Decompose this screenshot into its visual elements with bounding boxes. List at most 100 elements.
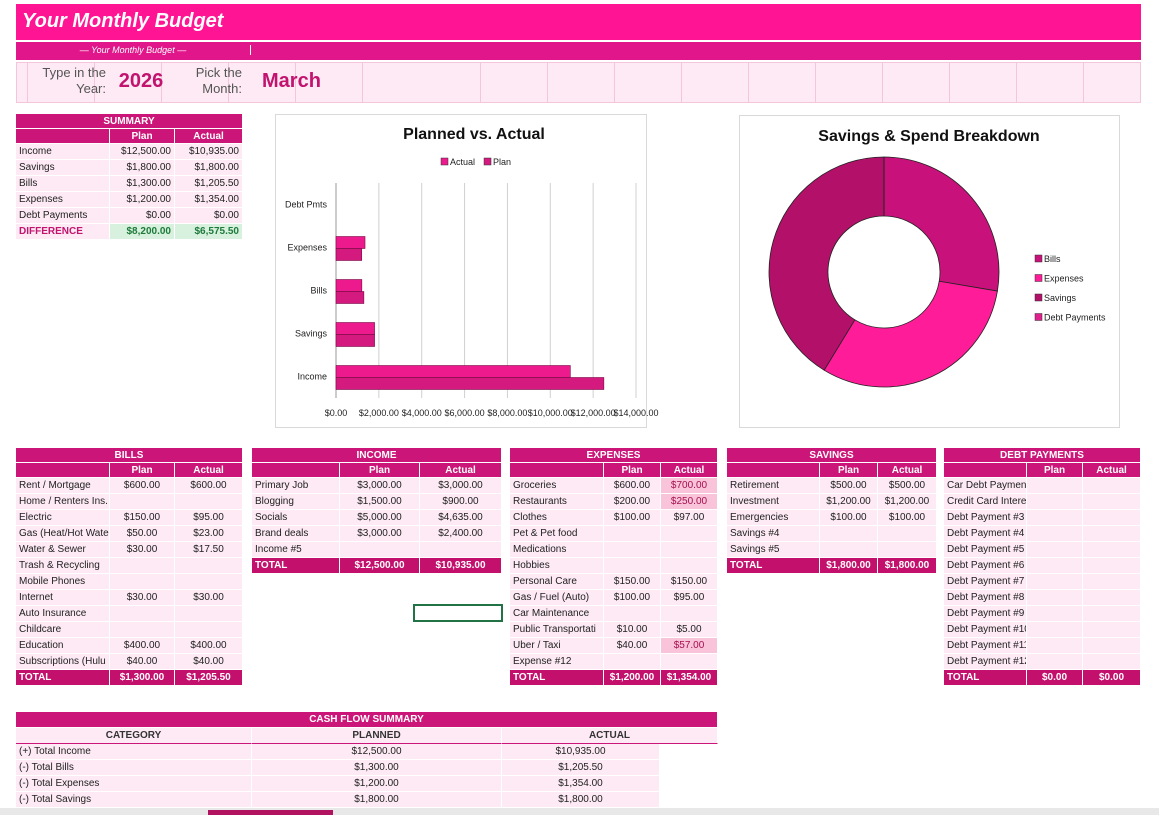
line-item: Debt Payment #9 — [944, 606, 1027, 622]
amount — [340, 542, 420, 558]
pie-slice — [768, 156, 885, 371]
amount: $100.00 — [604, 510, 661, 526]
line-item: Gas / Fuel (Auto) — [510, 590, 604, 606]
amount — [661, 558, 718, 574]
bar — [335, 365, 571, 378]
line-item: Investment — [727, 494, 820, 510]
amount — [604, 558, 661, 574]
amount: $500.00 — [820, 478, 878, 494]
amount — [1083, 622, 1141, 638]
line-item: Trash & Recycling — [16, 558, 110, 574]
amount: $40.00 — [110, 654, 175, 670]
line-item: Restaurants — [510, 494, 604, 510]
bar — [335, 322, 375, 335]
line-item: Car Debt Payment — [944, 478, 1027, 494]
amount — [661, 526, 718, 542]
amount: $1,200.00 — [820, 494, 878, 510]
line-item: Debt Payment #3 — [944, 510, 1027, 526]
amount — [1083, 606, 1141, 622]
amount: $1,205.50 — [502, 760, 660, 776]
difference: $6,575.50 — [175, 224, 243, 240]
line-item: Pet & Pet food — [510, 526, 604, 542]
amount — [1027, 654, 1083, 670]
amount — [661, 542, 718, 558]
amount — [110, 494, 175, 510]
table-title: EXPENSES — [510, 448, 718, 463]
line-item: (+) Total Income — [16, 744, 252, 760]
line-item: Electric — [16, 510, 110, 526]
summary-value: $1,205.50 — [175, 176, 243, 192]
line-item: Savings #5 — [727, 542, 820, 558]
summary-value: $10,935.00 — [175, 144, 243, 160]
amount: $30.00 — [110, 590, 175, 606]
amount: $10,935.00 — [502, 744, 660, 760]
amount — [1083, 526, 1141, 542]
amount: $40.00 — [175, 654, 243, 670]
sheet-title: Your Monthly Budget — [22, 10, 224, 32]
line-item: Subscriptions (Hulu — [16, 654, 110, 670]
column-header: Plan — [604, 463, 661, 478]
amount — [661, 606, 718, 622]
amount: $2,400.00 — [420, 526, 502, 542]
line-item: Debt Payment #10 — [944, 622, 1027, 638]
column-header: Plan — [340, 463, 420, 478]
amount — [1027, 638, 1083, 654]
column-header: PLANNED — [252, 728, 502, 744]
difference: DIFFERENCE — [16, 224, 110, 240]
table-title: CASH FLOW SUMMARY — [16, 712, 718, 728]
amount: $100.00 — [820, 510, 878, 526]
line-item: Water & Sewer — [16, 542, 110, 558]
x-tick-label: $8,000.00 — [487, 408, 527, 418]
month-label: Pick the Month: — [195, 65, 242, 96]
amount — [110, 574, 175, 590]
amount: $400.00 — [175, 638, 243, 654]
amount — [1027, 622, 1083, 638]
total: $1,200.00 — [604, 670, 661, 686]
line-item: Retirement — [727, 478, 820, 494]
legend-swatch — [1034, 313, 1043, 321]
amount — [175, 494, 243, 510]
amount — [175, 558, 243, 574]
settings-row — [16, 62, 1141, 103]
amount — [1083, 654, 1141, 670]
amount: $150.00 — [661, 574, 718, 590]
amount — [1027, 606, 1083, 622]
amount — [110, 558, 175, 574]
line-item: Debt Payment #6 — [944, 558, 1027, 574]
table-title: INCOME — [252, 448, 502, 463]
chart-box — [739, 115, 1120, 428]
subtitle-bar — [16, 42, 1141, 60]
total: TOTAL — [944, 670, 1027, 686]
amount — [1027, 494, 1083, 510]
amount: $150.00 — [604, 574, 661, 590]
line-item: (-) Total Expenses — [16, 776, 252, 792]
table-title: BILLS — [16, 448, 243, 463]
pie-slice — [883, 156, 1000, 292]
line-item: Hobbies — [510, 558, 604, 574]
summary-label: Debt Payments — [16, 208, 110, 224]
amount — [1083, 542, 1141, 558]
line-item: Internet — [16, 590, 110, 606]
line-item: Debt Payment #4 — [944, 526, 1027, 542]
amount — [878, 526, 937, 542]
line-item: (-) Total Savings — [16, 792, 252, 808]
total: $1,300.00 — [110, 670, 175, 686]
title-bar — [16, 4, 1141, 40]
x-tick-label: $4,000.00 — [402, 408, 442, 418]
amount: $30.00 — [175, 590, 243, 606]
amount — [110, 606, 175, 622]
legend-label: Savings — [1044, 293, 1077, 303]
sheet-tab[interactable] — [208, 810, 333, 815]
amount: $100.00 — [604, 590, 661, 606]
amount: $57.00 — [661, 638, 718, 654]
legend-label: Plan — [493, 157, 511, 167]
amount: $200.00 — [604, 494, 661, 510]
amount — [1083, 558, 1141, 574]
legend-swatch — [1034, 274, 1043, 282]
column-header: Actual — [878, 463, 937, 478]
selected-cell[interactable] — [413, 604, 503, 622]
amount — [661, 654, 718, 670]
line-item: Income #5 — [252, 542, 340, 558]
line-item: Credit Card Interests — [944, 494, 1027, 510]
